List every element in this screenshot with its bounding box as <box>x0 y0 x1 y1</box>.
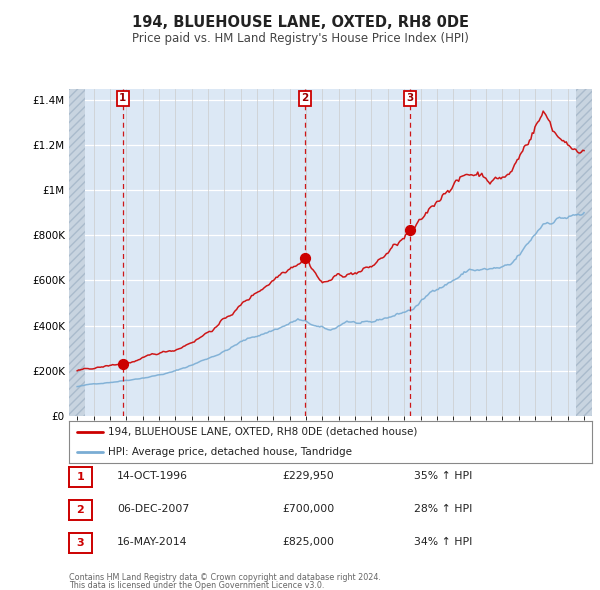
Text: Price paid vs. HM Land Registry's House Price Index (HPI): Price paid vs. HM Land Registry's House … <box>131 32 469 45</box>
Point <box>118 359 128 369</box>
Text: 3: 3 <box>77 538 84 548</box>
Text: 2: 2 <box>301 93 308 103</box>
Text: 34% ↑ HPI: 34% ↑ HPI <box>414 537 472 546</box>
Text: 16-MAY-2014: 16-MAY-2014 <box>117 537 187 546</box>
Point <box>300 253 310 263</box>
Text: 194, BLUEHOUSE LANE, OXTED, RH8 0DE: 194, BLUEHOUSE LANE, OXTED, RH8 0DE <box>131 15 469 30</box>
Text: 28% ↑ HPI: 28% ↑ HPI <box>414 504 472 513</box>
Text: Contains HM Land Registry data © Crown copyright and database right 2024.: Contains HM Land Registry data © Crown c… <box>69 572 381 582</box>
Text: 2: 2 <box>77 505 84 514</box>
Text: 35% ↑ HPI: 35% ↑ HPI <box>414 471 472 481</box>
Text: 06-DEC-2007: 06-DEC-2007 <box>117 504 189 513</box>
Text: 1: 1 <box>77 473 84 482</box>
Text: 14-OCT-1996: 14-OCT-1996 <box>117 471 188 481</box>
Text: This data is licensed under the Open Government Licence v3.0.: This data is licensed under the Open Gov… <box>69 581 325 590</box>
Text: £700,000: £700,000 <box>282 504 334 513</box>
Text: £229,950: £229,950 <box>282 471 334 481</box>
Text: 3: 3 <box>407 93 414 103</box>
Text: £825,000: £825,000 <box>282 537 334 546</box>
Bar <box>576 88 592 416</box>
Point <box>406 225 415 234</box>
Text: HPI: Average price, detached house, Tandridge: HPI: Average price, detached house, Tand… <box>108 447 352 457</box>
Text: 194, BLUEHOUSE LANE, OXTED, RH8 0DE (detached house): 194, BLUEHOUSE LANE, OXTED, RH8 0DE (det… <box>108 427 418 437</box>
Bar <box>69 88 85 416</box>
Text: 1: 1 <box>119 93 127 103</box>
